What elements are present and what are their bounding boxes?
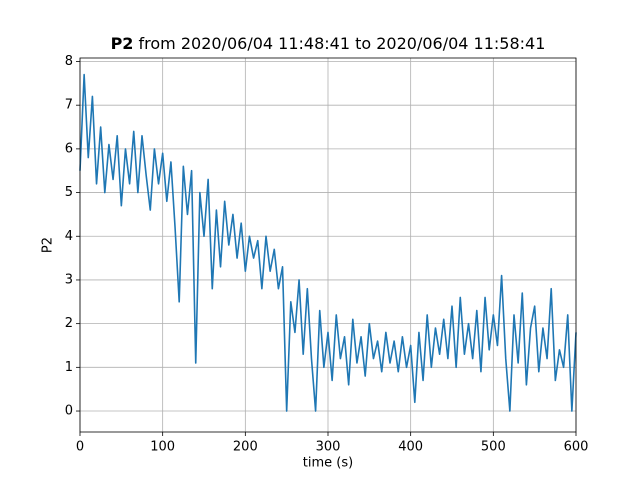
y-tick-label: 8 [65,54,73,69]
x-tick-label: 400 [398,440,423,455]
x-tick-label: 600 [564,440,589,455]
x-tick-label: 0 [76,440,84,455]
x-tick-label: 500 [481,440,506,455]
x-tick-label: 200 [233,440,258,455]
x-tick-label: 300 [316,440,341,455]
y-tick-label: 0 [65,404,73,419]
data-line [79,73,577,412]
y-tick-label: 4 [65,229,73,244]
title-rest: from 2020/06/04 11:48:41 to 2020/06/04 1… [139,34,546,53]
y-tick-label: 1 [65,360,73,375]
y-tick-label: 7 [65,98,73,113]
y-tick-label: 5 [65,185,73,200]
y-tick-label: 6 [65,141,73,156]
y-tick-label: 2 [65,316,73,331]
chart-title: P2 from 2020/06/04 11:48:41 to 2020/06/0… [111,34,546,53]
x-tick-label: 100 [150,440,175,455]
y-axis-label: P2 [41,237,56,253]
plot-frame [79,57,577,433]
x-axis-label: time (s) [303,456,353,471]
y-tick-label: 3 [65,272,73,287]
title-bold: P2 [111,34,134,53]
